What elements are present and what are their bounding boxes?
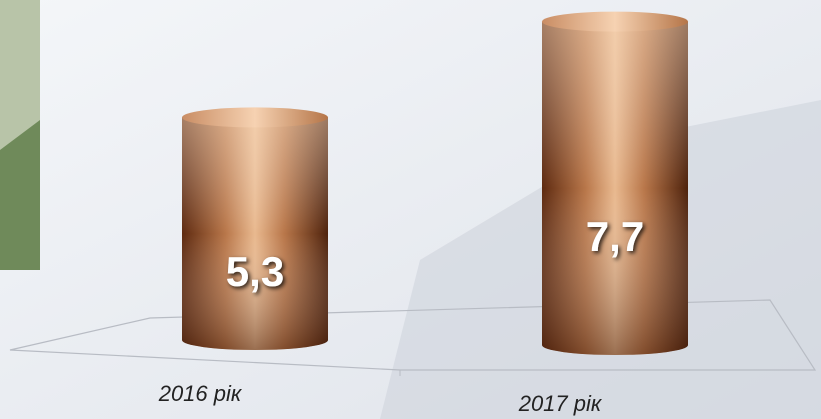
category-label: 2016 рік [158, 381, 243, 406]
category-label: 2017 рік [518, 391, 603, 416]
value-label: 5,3 [226, 248, 284, 295]
value-label: 7,7 [586, 213, 644, 260]
bar [182, 107, 328, 350]
chart: 5,3 2016 рік 7,7 2017 рік [0, 0, 821, 419]
bar [542, 12, 688, 355]
